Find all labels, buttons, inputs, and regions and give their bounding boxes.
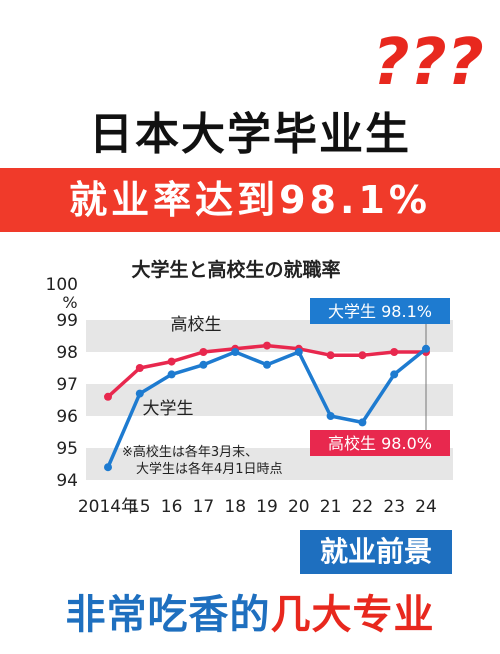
series-label-highschool: 高校生 [171, 315, 222, 335]
data-point [326, 412, 335, 420]
x-tick-label: 2014年 [78, 497, 138, 517]
data-point [231, 348, 240, 356]
x-tick-label: 18 [224, 497, 246, 517]
x-tick-label: 22 [352, 497, 374, 517]
x-tick-label: 15 [129, 497, 151, 517]
headline: 日本大学毕业生 [89, 109, 411, 160]
highschool-callout-box [310, 430, 450, 456]
university-callout-box [310, 298, 450, 324]
chart-note-line2: 大学生は各年4月1日時点 [136, 461, 283, 477]
x-tick-label: 17 [193, 497, 215, 517]
x-tick-label: 20 [288, 497, 310, 517]
y-tick-label: 96 [56, 407, 78, 427]
y-unit-label: % [62, 293, 77, 312]
x-tick-label: 21 [320, 497, 342, 517]
data-point [167, 357, 176, 366]
y-tick-label: 98 [56, 343, 78, 363]
x-tick-label: 16 [161, 497, 183, 517]
data-point [326, 351, 335, 360]
prospects-tag: 就业前景 [300, 530, 452, 574]
y-tick-label: 94 [56, 471, 78, 491]
data-point [390, 348, 399, 356]
bottom-headline-part2: 几大专业 [270, 592, 435, 638]
y-tick-label: 100 [46, 275, 78, 295]
data-point [135, 389, 144, 398]
university-callout: 大学生 98.1% [328, 302, 432, 321]
bottom-headline: 非常吃香的几大专业 [0, 582, 500, 640]
data-point [263, 341, 271, 350]
series-label-university: 大学生 [143, 399, 194, 419]
employment-rate-chart: 94 95 96 97 98 99 100 2014年 15 16 17 18 19 20 21 22 23 2… [28, 250, 472, 522]
data-point [358, 351, 367, 360]
data-point [294, 348, 303, 356]
data-point [390, 370, 399, 379]
question-marks: ??? [372, 26, 483, 98]
data-point [263, 360, 271, 369]
y-tick-label: 99 [56, 311, 78, 331]
banner-text: 就业率达到98.1% [69, 178, 431, 222]
prospects-tag-text: 就业前景 [319, 535, 432, 568]
bottom-headline-part1: 非常吃香的 [65, 592, 271, 638]
banner: 就业率达到98.1% [0, 168, 500, 232]
data-point [422, 344, 430, 353]
data-point [135, 364, 144, 372]
grid-band [86, 384, 453, 416]
y-tick-labels: 94 95 96 97 98 99 100 [46, 275, 78, 491]
x-tick-label: 24 [415, 497, 437, 517]
data-point [167, 370, 176, 379]
data-point [104, 463, 112, 472]
y-tick-label: 97 [56, 375, 78, 395]
chart-title: 大学生と高校生の就職率 [131, 258, 340, 281]
question-marks-graphic: ??? [372, 26, 483, 98]
chart-note-line1: ※高校生は各年3月末、 [122, 444, 258, 460]
highschool-callout: 高校生 98.0% [328, 434, 432, 453]
data-point [199, 348, 208, 356]
data-point [358, 418, 367, 427]
y-tick-label: 95 [56, 439, 78, 459]
x-tick-label: 19 [256, 497, 278, 517]
chart-series [104, 341, 430, 472]
data-point [104, 392, 112, 401]
x-tick-label: 23 [383, 497, 405, 517]
data-point [199, 360, 208, 369]
